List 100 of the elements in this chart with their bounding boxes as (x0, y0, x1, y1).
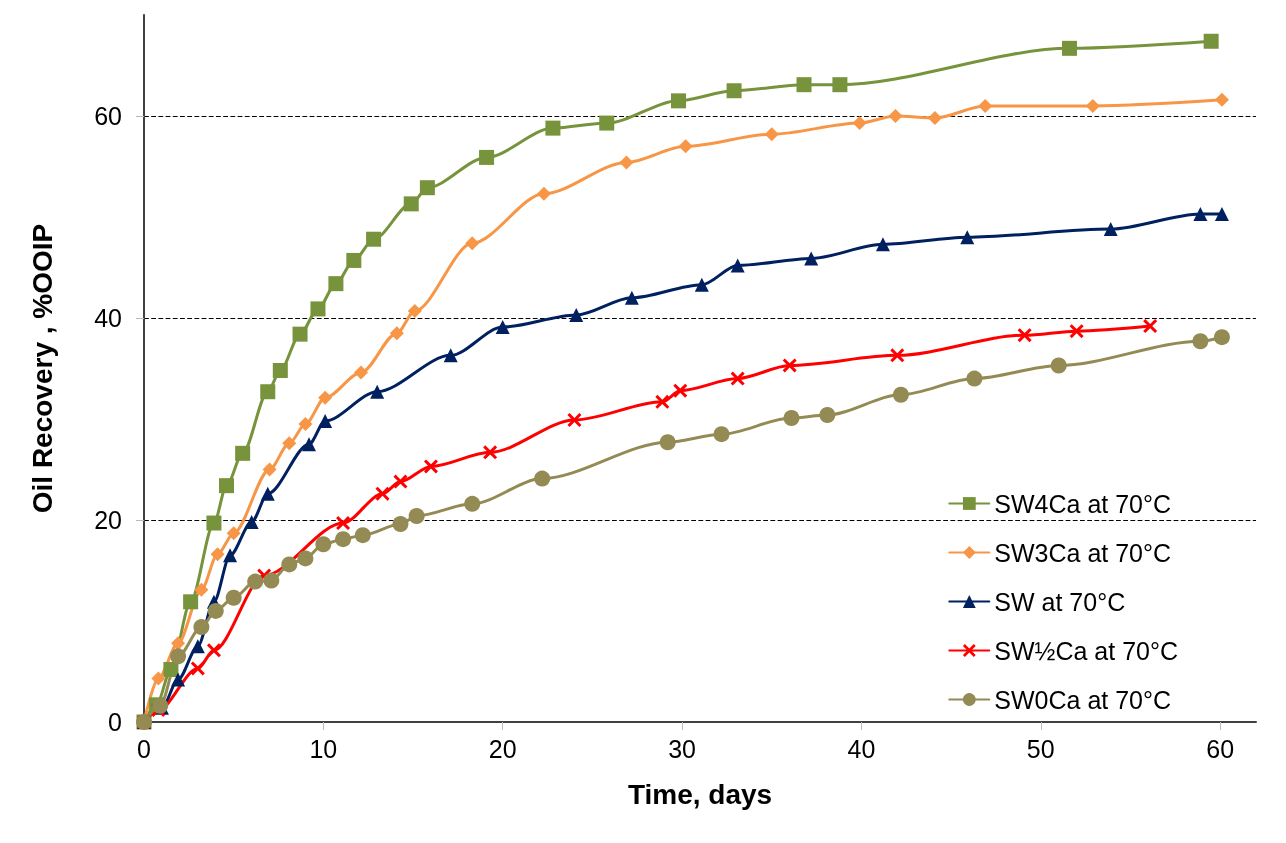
x-tick-label: 40 (847, 734, 876, 763)
point (151, 671, 166, 686)
point (392, 516, 409, 533)
point (726, 83, 742, 99)
point (1192, 333, 1209, 350)
point (536, 186, 551, 201)
point (336, 516, 351, 531)
point (260, 486, 275, 501)
legend-label: SW3Ca at 70°C (994, 538, 1172, 567)
point (366, 231, 382, 247)
x-tick-label: 10 (309, 734, 338, 763)
point (207, 602, 224, 619)
point (875, 237, 890, 252)
point (1214, 92, 1229, 107)
point (170, 648, 187, 665)
point (1085, 98, 1100, 113)
point (223, 548, 238, 563)
point (443, 348, 458, 363)
point (297, 550, 314, 567)
point (1203, 33, 1219, 49)
point (292, 326, 308, 342)
point (408, 507, 425, 524)
point (567, 413, 582, 428)
y-axis-title: Oil Recovery , %OOIP (26, 223, 58, 514)
point (1214, 206, 1229, 221)
legend-label: SW0Ca at 70°C (994, 685, 1172, 714)
point (960, 230, 975, 245)
point (599, 115, 615, 131)
point (978, 98, 993, 113)
point (194, 582, 209, 597)
point (163, 661, 179, 677)
point (219, 478, 234, 494)
point (479, 149, 495, 165)
point (832, 77, 848, 93)
point (354, 365, 369, 380)
point (225, 589, 242, 606)
point (318, 414, 333, 429)
point (190, 639, 205, 654)
point (1213, 329, 1230, 346)
point (318, 390, 333, 405)
point (678, 139, 693, 154)
y-tick-label: 20 (94, 506, 122, 534)
point (206, 643, 221, 658)
point (1017, 328, 1032, 343)
point (888, 109, 903, 123)
point (534, 470, 551, 487)
point (852, 116, 867, 131)
point (260, 384, 276, 400)
point (281, 556, 298, 573)
x-tick-label: 20 (488, 734, 517, 763)
point (694, 277, 709, 292)
point (190, 661, 205, 676)
legend-label: SW4Ca at 70°C (994, 489, 1172, 518)
point (655, 394, 670, 409)
point (375, 486, 390, 501)
point (328, 276, 344, 292)
point (782, 358, 797, 373)
point (730, 371, 745, 386)
point (495, 320, 510, 335)
point (730, 258, 745, 273)
point (624, 290, 639, 305)
point (393, 474, 408, 489)
point (569, 307, 584, 322)
point (262, 462, 277, 477)
point (247, 573, 264, 590)
point (244, 515, 259, 530)
point (193, 619, 210, 636)
point (389, 326, 404, 341)
legend-label: SW at 70°C (994, 587, 1126, 616)
x-tick-label: 50 (1026, 734, 1055, 763)
x-tick-label: 30 (668, 734, 696, 763)
point (1061, 40, 1077, 56)
y-tick-label: 0 (108, 708, 122, 736)
point (423, 459, 438, 474)
point (302, 437, 317, 452)
point (670, 93, 686, 109)
legend-label: SW½Ca at 70°C (994, 636, 1179, 665)
y-tick-label: 60 (94, 102, 122, 130)
point (419, 180, 435, 196)
point (407, 303, 422, 318)
x-axis-title: Time, days (627, 778, 773, 810)
point (210, 547, 225, 562)
point (298, 417, 313, 432)
point (1103, 222, 1118, 237)
point (171, 672, 186, 687)
point (659, 434, 676, 451)
point (235, 445, 251, 461)
point (464, 495, 481, 512)
point (890, 348, 905, 363)
point (272, 363, 288, 379)
point (892, 386, 909, 403)
point (310, 301, 326, 317)
point (1193, 206, 1208, 221)
point (403, 196, 419, 212)
point (483, 445, 498, 460)
point (713, 426, 730, 443)
point (465, 236, 480, 251)
point (263, 572, 280, 589)
point (370, 384, 385, 399)
point (171, 636, 186, 651)
